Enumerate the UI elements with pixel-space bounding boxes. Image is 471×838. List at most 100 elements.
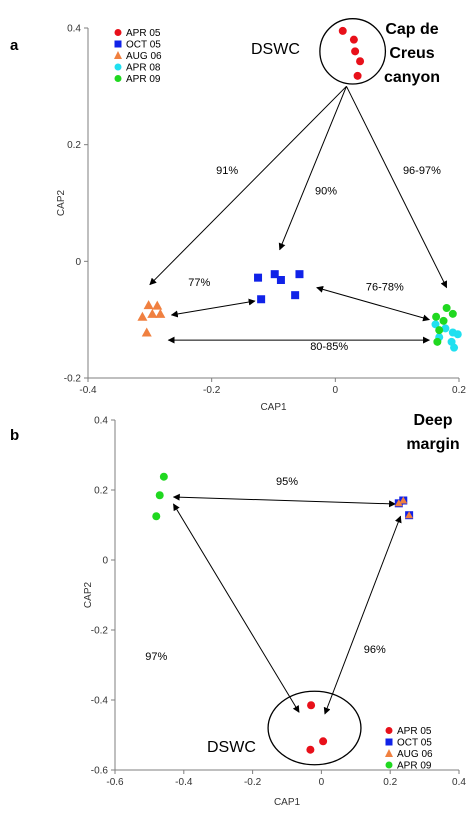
data-point-aug06	[141, 327, 152, 337]
legend-label: APR 09	[126, 74, 161, 85]
panel-letter: a	[10, 37, 19, 54]
data-point-apr09	[152, 512, 161, 521]
similarity-arrow	[278, 86, 347, 251]
legend-label: OCT 05	[397, 738, 432, 749]
legend-label: APR 05	[126, 28, 161, 39]
similarity-percent-label: 80-85%	[310, 341, 348, 353]
x-tick-label: 0	[319, 777, 325, 788]
similarity-percent-label: 76-78%	[366, 282, 404, 294]
data-point-apr08	[453, 330, 462, 339]
legend-label: APR 08	[126, 63, 161, 74]
data-point-oct05	[291, 291, 300, 300]
x-tick-label: -0.4	[79, 385, 97, 396]
dswc-circle	[319, 18, 387, 85]
y-tick-label: 0.4	[67, 24, 81, 35]
data-point-apr09	[442, 304, 451, 312]
similarity-percent-label: 96%	[364, 644, 386, 656]
data-point-oct05	[257, 295, 266, 304]
data-point-oct05	[254, 273, 263, 282]
region-title-line: canyon	[384, 69, 440, 86]
region-title-line: Cap de	[385, 21, 438, 38]
legend-label: APR 05	[397, 726, 432, 737]
dswc-label: DSWC	[207, 739, 256, 756]
y-axis-title: CAP2	[56, 190, 67, 217]
y-tick-label: -0.4	[91, 696, 109, 707]
data-point-apr05	[307, 701, 316, 710]
similarity-arrow	[172, 493, 397, 508]
y-tick-label: 0.4	[94, 416, 108, 427]
legend-marker	[114, 75, 122, 82]
similarity-arrow	[170, 298, 256, 318]
panel-letter: b	[10, 427, 19, 444]
data-point-oct05	[270, 270, 279, 279]
panel-a: a-0.4 -0.2 0 0.2-0.200.20.4CAP1CAP2DSWCCap …	[10, 18, 466, 413]
data-point-apr05	[349, 35, 358, 44]
y-tick-label: 0.2	[67, 140, 81, 151]
x-tick-label: 0	[333, 385, 339, 396]
similarity-percent-label: 91%	[216, 165, 238, 177]
data-point-apr09	[439, 316, 448, 325]
data-point-apr09	[432, 312, 441, 321]
x-tick-label: -0.2	[244, 777, 262, 788]
legend-marker	[114, 51, 122, 59]
y-tick-label: 0	[75, 257, 81, 268]
x-tick-label: -0.2	[203, 385, 221, 396]
y-tick-label: 0	[102, 556, 108, 567]
legend-marker	[385, 738, 393, 746]
similarity-percent-label: 77%	[188, 277, 210, 289]
region-title-line: Creus	[389, 45, 434, 62]
x-tick-label: -0.4	[175, 777, 193, 788]
panel-b: b -0.6 -0.4 -0.2 0 0.2 0.4 -0.6 -0.4 -0.2 0 0.2 0.4 C…	[10, 412, 466, 808]
similarity-arrow	[323, 515, 402, 715]
data-point-apr09	[159, 472, 168, 481]
legend-marker	[385, 727, 393, 734]
legend-marker	[114, 29, 122, 36]
similarity-arrow	[346, 86, 448, 289]
legend-label: APR 09	[397, 761, 432, 772]
legend-label: AUG 06	[126, 51, 162, 62]
region-title-line: Deep	[413, 412, 452, 429]
data-point-oct05	[295, 270, 304, 279]
similarity-arrow	[149, 85, 347, 286]
similarity-percent-label: 90%	[315, 185, 337, 197]
y-tick-label: -0.6	[91, 766, 109, 777]
data-point-aug06	[394, 499, 403, 507]
similarity-arrow	[173, 503, 300, 713]
data-point-aug06	[147, 308, 158, 318]
data-point-apr05	[306, 745, 315, 754]
similarity-percent-label: 96-97%	[403, 165, 441, 177]
legend-marker	[114, 63, 122, 71]
x-tick-label: -0.6	[106, 777, 124, 788]
data-point-apr09	[433, 337, 442, 346]
data-point-apr05	[353, 71, 362, 80]
region-title-line: margin	[406, 436, 459, 453]
data-point-apr09	[155, 491, 164, 500]
x-tick-label: 0.4	[452, 777, 466, 788]
similarity-arrow	[316, 285, 430, 322]
data-point-apr09	[435, 326, 444, 335]
data-point-apr05	[338, 26, 347, 35]
dswc-label: DSWC	[251, 41, 300, 58]
data-point-aug06	[399, 496, 408, 504]
dswc-circle	[267, 690, 362, 766]
data-point-aug06	[137, 311, 148, 321]
y-tick-label: -0.2	[91, 626, 109, 637]
y-tick-label: 0.2	[94, 486, 108, 497]
y-tick-label: -0.2	[64, 374, 82, 385]
x-tick-label: 0.2	[452, 385, 466, 396]
data-point-apr08	[441, 324, 450, 333]
data-point-apr09	[448, 309, 457, 318]
data-point-aug06	[152, 300, 163, 310]
legend-label: AUG 06	[397, 749, 433, 760]
data-point-apr05	[356, 57, 365, 66]
similarity-percent-label: 95%	[276, 476, 298, 488]
x-tick-label: 0.2	[383, 777, 397, 788]
data-point-aug06	[405, 511, 414, 519]
legend-label: OCT 05	[126, 40, 161, 51]
data-point-apr05	[351, 47, 360, 56]
data-point-apr08	[450, 343, 459, 352]
data-point-aug06	[143, 300, 154, 310]
similarity-percent-label: 97%	[145, 651, 167, 663]
legend-marker	[385, 761, 393, 769]
